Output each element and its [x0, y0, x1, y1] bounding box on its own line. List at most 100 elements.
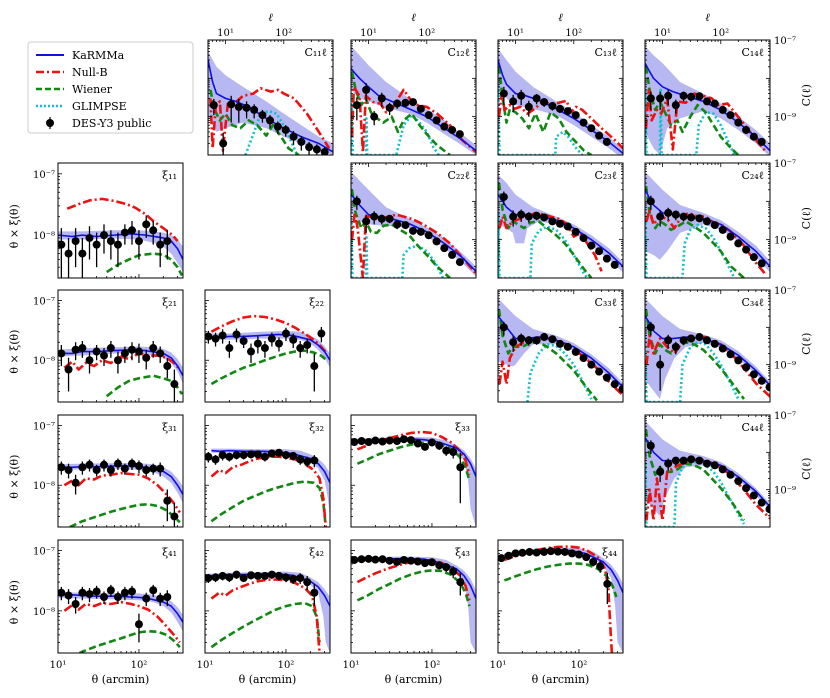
- y-tick-label: 10⁻⁷: [33, 170, 55, 181]
- data-point: [742, 363, 751, 372]
- data-point: [351, 555, 359, 564]
- cl-panel-8: C₃₄ℓ 10⁻⁷ 10⁻⁹ C(ℓ): [644, 286, 813, 403]
- y-tick-label: 10⁻⁸: [33, 607, 55, 618]
- data-point: [532, 211, 541, 220]
- data-point: [574, 550, 583, 559]
- cl-panel-plot-area: [498, 174, 623, 278]
- data-point: [218, 331, 227, 340]
- data-point: [511, 549, 520, 558]
- xi-panel-frame: [204, 539, 331, 654]
- data-point: [548, 335, 557, 344]
- data-point: [281, 329, 290, 338]
- data-point: [679, 91, 688, 100]
- data-point: [303, 578, 312, 587]
- data-point: [504, 551, 513, 560]
- data-point: [92, 347, 101, 356]
- data-point: [664, 459, 673, 468]
- data-point: [113, 459, 122, 468]
- wiener-line: [645, 309, 745, 400]
- wiener-line: [210, 349, 328, 386]
- xi-panel-plot-area: [58, 197, 183, 278]
- data-point: [695, 92, 704, 101]
- wiener-line: [69, 502, 181, 527]
- cl-axis-label: C(ℓ): [800, 458, 813, 480]
- data-point: [163, 592, 172, 601]
- xi-panel-plot-area: [351, 554, 476, 653]
- data-point: [209, 101, 218, 110]
- nullb-line: [645, 334, 770, 398]
- data-point: [656, 94, 665, 103]
- x-tick-label: 10¹: [490, 660, 507, 671]
- data-point: [671, 456, 680, 465]
- data-point: [455, 258, 464, 267]
- data-point: [671, 342, 680, 351]
- data-point: [456, 578, 465, 587]
- data-point: [603, 579, 612, 588]
- data-point: [406, 436, 415, 445]
- data-point: [303, 341, 312, 350]
- x-tick-label: 10²: [278, 660, 295, 671]
- legend-frame: [27, 41, 194, 134]
- data-point: [253, 339, 262, 348]
- data-point: [106, 466, 115, 475]
- wiener-line: [645, 185, 745, 278]
- legend: KaRMMa Null-B Wiener GLIMPSE DES-Y3 publ…: [27, 41, 194, 134]
- data-point: [225, 344, 234, 353]
- data-point: [78, 344, 87, 353]
- data-point: [267, 449, 276, 458]
- data-point: [127, 226, 136, 235]
- ell-axis-label: ℓ: [268, 11, 273, 24]
- data-point: [540, 213, 549, 222]
- xi-panel-plot-area: [205, 570, 330, 653]
- data-point: [664, 91, 673, 100]
- data-point: [518, 548, 527, 557]
- cl-panel-plot-area: [645, 171, 770, 278]
- data-point: [64, 591, 73, 600]
- cl-panel-plot-area: [645, 45, 770, 155]
- data-point: [289, 335, 298, 344]
- data-point: [211, 573, 220, 582]
- data-point: [134, 462, 143, 471]
- nullb-line: [498, 92, 623, 150]
- xi-panel-frame: [57, 289, 184, 403]
- cl-panel-plot-area: [498, 48, 623, 155]
- data-point: [260, 344, 269, 353]
- data-point: [749, 132, 758, 141]
- data-point: [432, 237, 441, 246]
- xi-panel-frame: [204, 289, 331, 403]
- cl-panel-7: C₃₃ℓ: [497, 289, 624, 403]
- data-point: [260, 452, 269, 461]
- data-point: [71, 345, 80, 354]
- wiener-line: [105, 374, 183, 398]
- data-point: [524, 336, 533, 345]
- data-point: [567, 549, 576, 558]
- data-point: [517, 91, 526, 100]
- data-point: [432, 116, 441, 125]
- data-point: [555, 219, 564, 228]
- data-point: [695, 456, 704, 465]
- data-point: [134, 347, 143, 356]
- cl-panel-9: C₄₄ℓ 10⁻⁷ 10⁻⁹ C(ℓ): [644, 411, 813, 528]
- data-point: [579, 234, 588, 243]
- data-point: [274, 339, 283, 348]
- legend-karmma-label: KaRMMa: [72, 49, 125, 62]
- data-point: [455, 130, 464, 139]
- data-point: [156, 349, 165, 358]
- legend-glimpse-label: GLIMPSE: [72, 100, 127, 113]
- data-point: [757, 137, 766, 146]
- data-point: [378, 555, 387, 564]
- ell-axis-label: ℓ: [558, 11, 563, 24]
- x-tick-label: 10¹: [654, 28, 671, 39]
- x-tick-label: 10²: [712, 28, 729, 39]
- data-point: [702, 97, 711, 106]
- data-point: [113, 592, 122, 601]
- data-point: [99, 231, 108, 240]
- data-point: [679, 212, 688, 221]
- data-point: [170, 380, 179, 389]
- data-point: [710, 221, 719, 230]
- xi-panel-frame: [204, 414, 331, 528]
- data-point: [596, 562, 605, 571]
- data-point: [546, 547, 555, 556]
